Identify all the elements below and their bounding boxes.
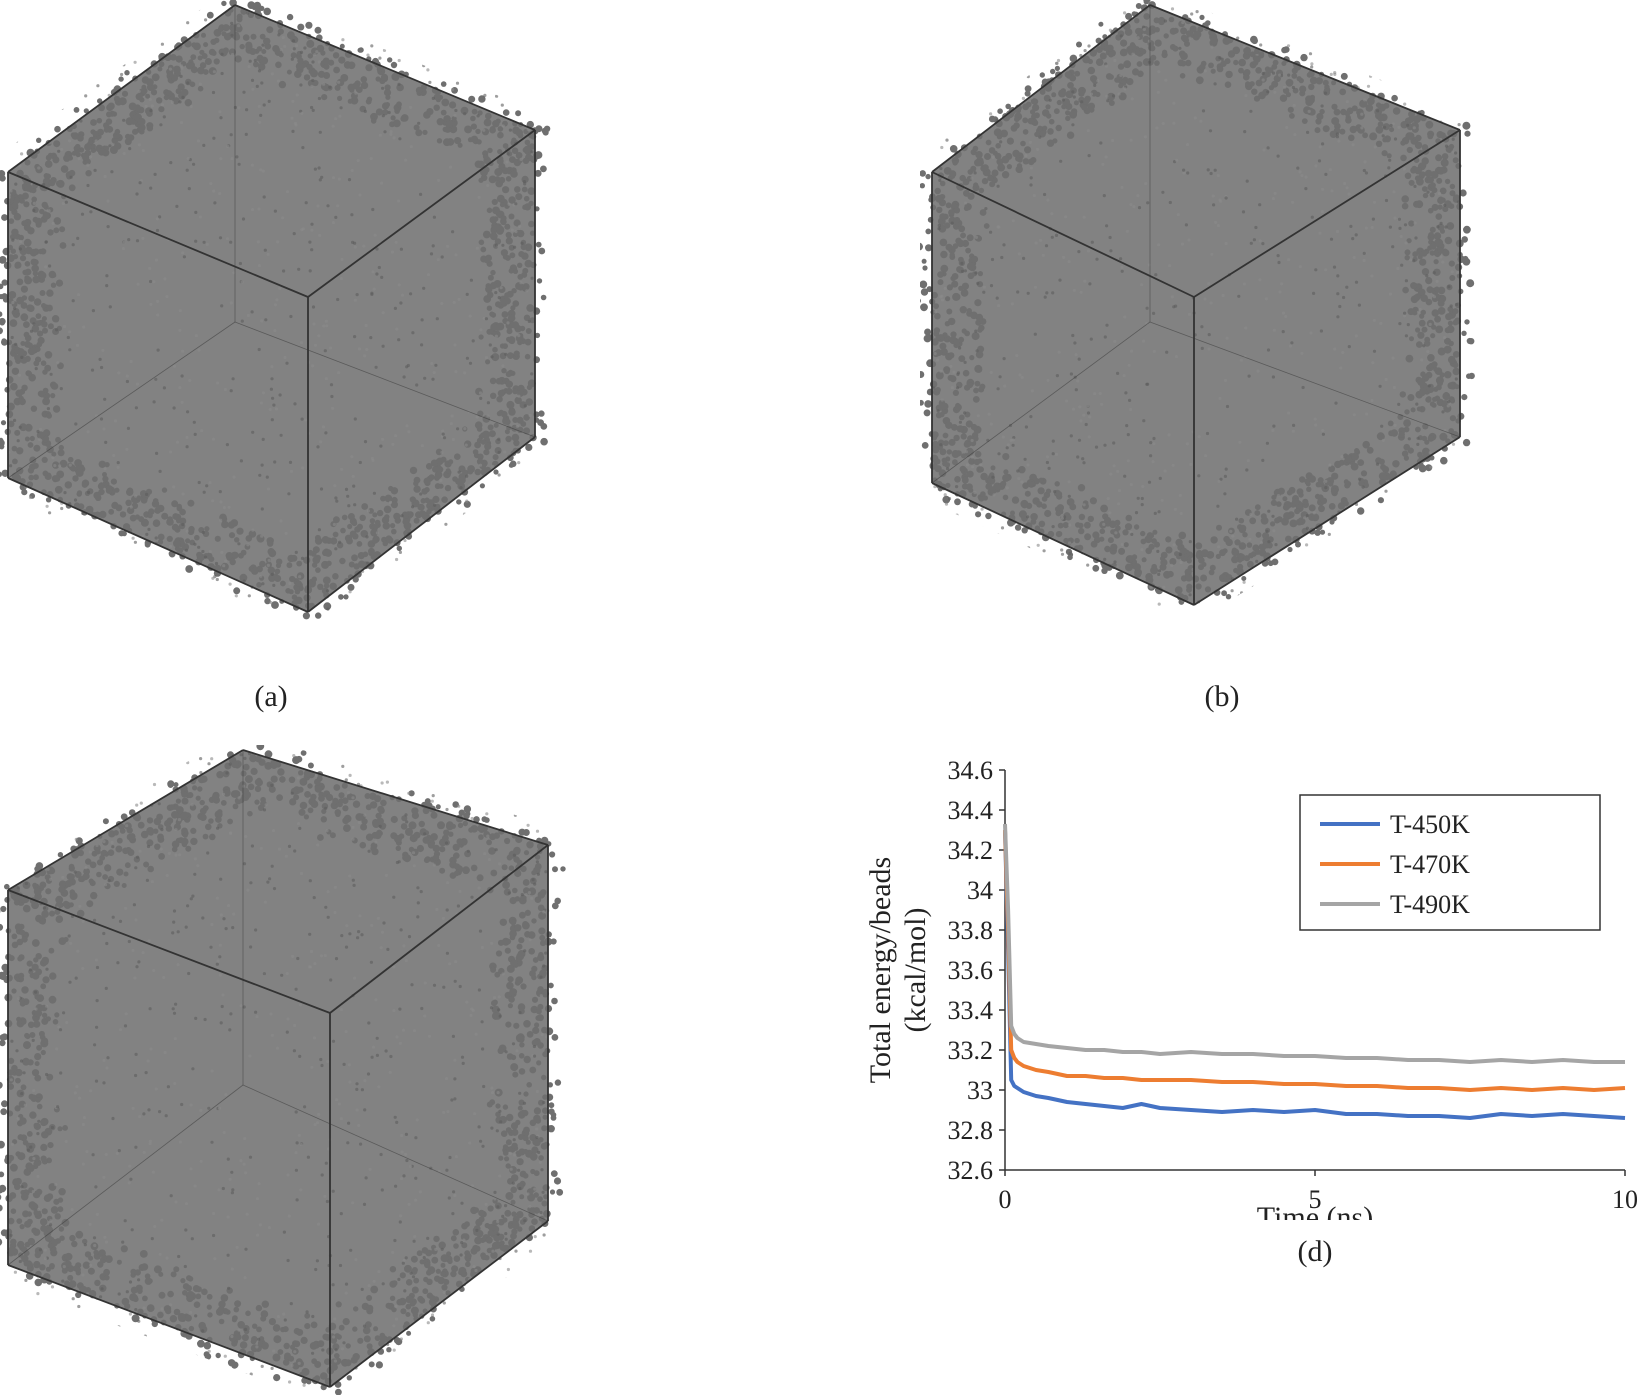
- x-tick-label: 10: [1612, 1185, 1638, 1214]
- simulation-box-a: [0, 0, 551, 620]
- y-tick-label: 33.2: [948, 1036, 994, 1065]
- box-edge: [931, 321, 1151, 484]
- box-edges-c: [7, 749, 549, 1388]
- series-line-t-450k: [1003, 829, 1626, 1120]
- box-edge: [7, 749, 244, 891]
- y-tick-label: 33: [967, 1076, 993, 1105]
- box-edge: [7, 1264, 331, 1388]
- bead-cloud-a: [0, 0, 551, 620]
- x-tick-label: 0: [999, 1185, 1012, 1214]
- y-tick-label: 33.4: [948, 996, 994, 1025]
- box-edge: [1193, 129, 1461, 298]
- box-edge: [234, 4, 536, 131]
- simulation-box-c: [0, 745, 566, 1395]
- box-edge: [7, 4, 236, 173]
- box-edge: [7, 477, 309, 613]
- y-tick-label: 34: [967, 876, 993, 905]
- box-edge: [931, 482, 1195, 606]
- series-line-t-470k: [1003, 829, 1626, 1092]
- box-edge: [329, 844, 549, 1014]
- y-tick-label: 34.2: [948, 836, 994, 865]
- y-tick-label: 34.6: [948, 756, 994, 785]
- series-lines: [1003, 823, 1626, 1120]
- box-edge: [307, 436, 536, 613]
- box-edge: [234, 321, 536, 438]
- y-axis-label-line2: (kcal/mol): [899, 908, 932, 1033]
- caption-b: (b): [1204, 680, 1240, 713]
- box-edge: [307, 129, 536, 298]
- simulation-box-b: [920, 0, 1475, 606]
- box-edge: [1149, 4, 1461, 131]
- box-edge: [242, 749, 549, 846]
- y-tick-label: 33.8: [948, 916, 994, 945]
- box-edge: [931, 4, 1151, 173]
- box-edge: [7, 171, 309, 298]
- series-line-t-490k: [1003, 823, 1625, 1064]
- x-axis-label: Time (ns): [1257, 1201, 1373, 1220]
- box-edge: [242, 1084, 549, 1222]
- box-edge: [7, 1084, 244, 1266]
- bead-cloud-b: [920, 0, 1475, 606]
- box-edge: [7, 321, 236, 479]
- box-edge: [329, 1220, 549, 1388]
- energy-chart: 32.6 32.8 33 33.2 33.4 33.6 33.8 34 34.2 34.4 34.6…: [864, 756, 1638, 1220]
- box-edge: [7, 889, 331, 1014]
- box-edge: [1149, 321, 1461, 438]
- y-axis-ticks: 32.6 32.8 33 33.2 33.4 33.6 33.8 34 34.2 34.4 34.6: [948, 756, 1005, 1185]
- legend-label: T-470K: [1390, 850, 1470, 879]
- y-tick-label: 32.8: [948, 1116, 994, 1145]
- legend-label: T-490K: [1390, 890, 1470, 919]
- legend: T-450K T-470K T-490K: [1299, 794, 1601, 931]
- y-tick-label: 32.6: [948, 1156, 994, 1185]
- y-axis-label-line1: Total energy/beads: [864, 857, 897, 1083]
- caption-d: (d): [1297, 1235, 1333, 1268]
- bead-cloud-c: [0, 745, 566, 1395]
- y-tick-label: 33.6: [948, 956, 994, 985]
- box-edges-b: [931, 4, 1461, 606]
- x-tick-label: 5: [1309, 1185, 1322, 1214]
- box-edge: [1193, 436, 1461, 606]
- y-tick-label: 34.4: [948, 796, 994, 825]
- legend-label: T-450K: [1390, 810, 1470, 839]
- x-axis-ticks: 0 5 10: [999, 1170, 1638, 1214]
- caption-a: (a): [254, 680, 288, 713]
- box-edges-a: [7, 4, 536, 613]
